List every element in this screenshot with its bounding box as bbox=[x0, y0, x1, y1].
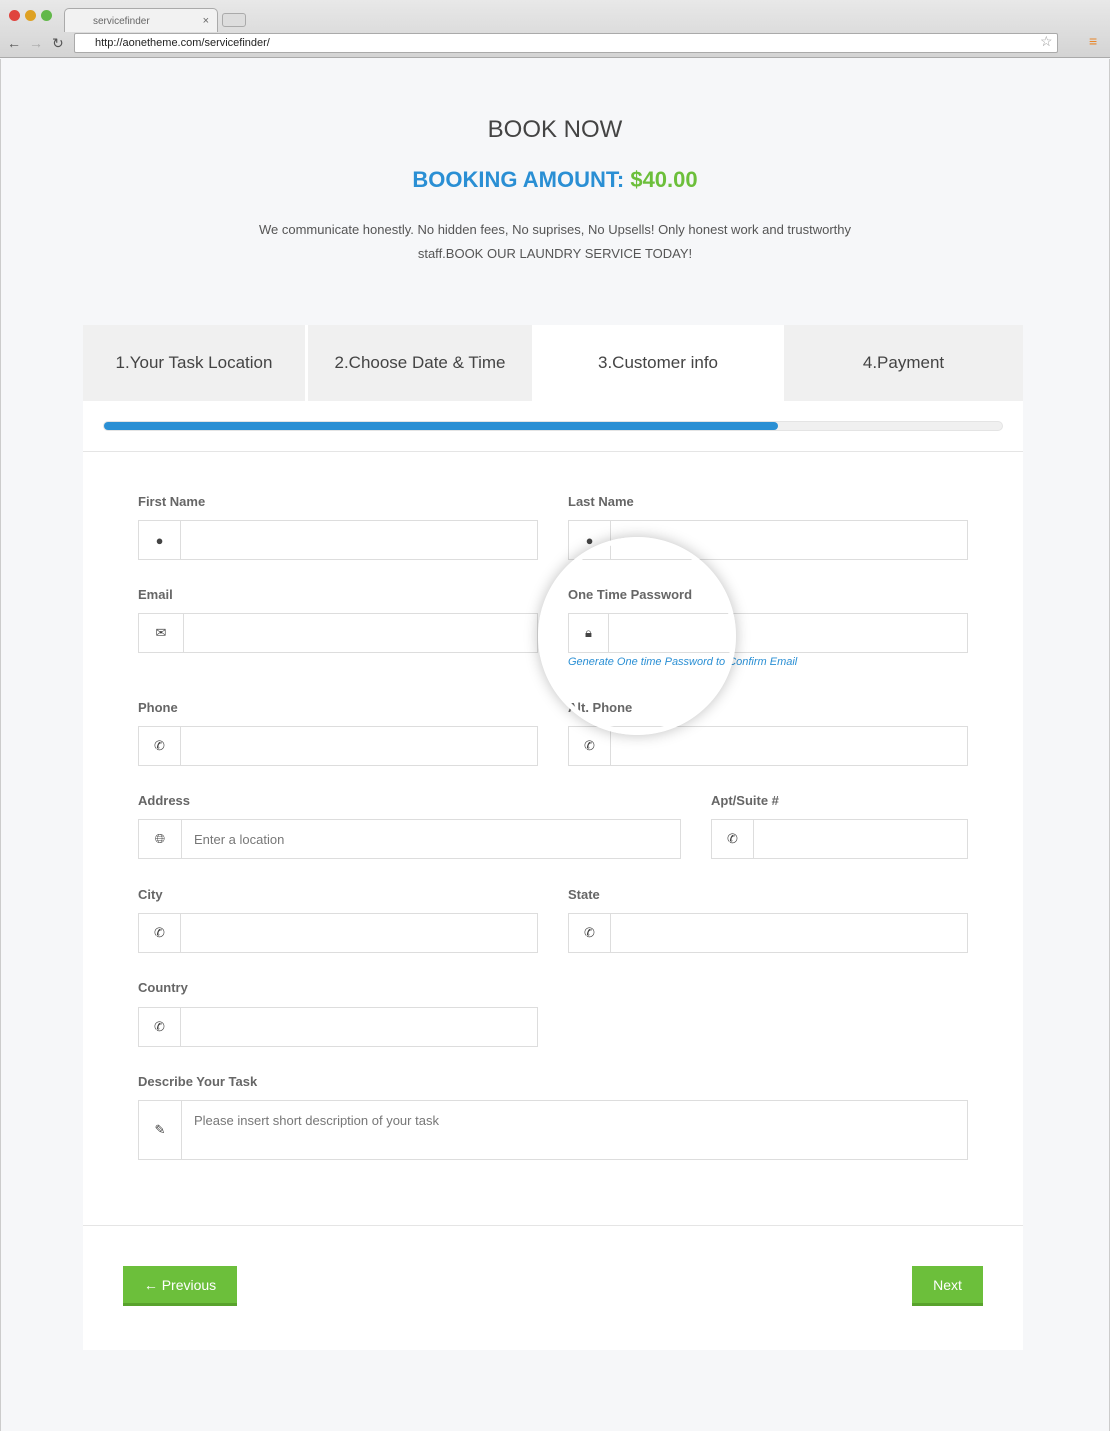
back-icon[interactable]: ← bbox=[7, 35, 21, 51]
phone-label: Phone bbox=[138, 700, 178, 715]
address-bar[interactable]: http://aonetheme.com/servicefinder/ bbox=[74, 33, 1058, 53]
phone-input[interactable]: ✆ bbox=[138, 726, 538, 766]
email-input[interactable]: ✉ bbox=[138, 613, 538, 653]
description: We communicate honestly. No hidden fees,… bbox=[258, 222, 851, 261]
state-label: State bbox=[568, 887, 600, 902]
minimize-window-icon[interactable] bbox=[25, 10, 36, 21]
state-input[interactable]: ✆ bbox=[568, 913, 968, 953]
phone-icon: ✆ bbox=[569, 914, 611, 952]
close-window-icon[interactable] bbox=[9, 10, 20, 21]
tab-date-time[interactable]: 2.Choose Date & Time bbox=[308, 325, 535, 401]
reload-icon[interactable]: ↻ bbox=[52, 35, 64, 51]
phone-icon: ✆ bbox=[139, 1008, 181, 1046]
country-input[interactable]: ✆ bbox=[138, 1007, 538, 1047]
email-label: Email bbox=[138, 587, 173, 602]
amount-value: $40.00 bbox=[630, 167, 698, 192]
previous-button[interactable]: ← Previous bbox=[123, 1266, 237, 1306]
user-icon: ● bbox=[139, 521, 181, 559]
menu-icon[interactable]: ≡ bbox=[1089, 33, 1098, 49]
tab-task-location[interactable]: 1.Your Task Location bbox=[83, 325, 308, 401]
apt-label: Apt/Suite # bbox=[711, 793, 779, 808]
progress-fill bbox=[104, 422, 778, 430]
amount-label: BOOKING AMOUNT: bbox=[412, 167, 625, 192]
alt-phone-input[interactable]: ✆ bbox=[568, 726, 968, 766]
tab-title: servicefinder bbox=[93, 16, 150, 27]
forward-icon[interactable]: → bbox=[29, 35, 43, 51]
first-name-input[interactable]: ● bbox=[138, 520, 538, 560]
address-input[interactable]: 🌐︎ Enter a location bbox=[138, 819, 681, 859]
arrow-left-icon: ← bbox=[143, 1276, 162, 1293]
magnifier-overlay bbox=[538, 537, 736, 735]
maximize-window-icon[interactable] bbox=[41, 10, 52, 21]
address-placeholder: Enter a location bbox=[194, 831, 285, 847]
next-button[interactable]: Next bbox=[912, 1266, 983, 1306]
page-title: BOOK NOW bbox=[487, 116, 623, 143]
apt-input[interactable]: ✆ bbox=[711, 819, 968, 859]
booking-amount: BOOKING AMOUNT: $40.00 bbox=[0, 167, 1110, 193]
last-name-label: Last Name bbox=[568, 494, 634, 509]
city-input[interactable]: ✆ bbox=[138, 913, 538, 953]
task-placeholder: Please insert short description of your … bbox=[194, 1113, 439, 1128]
divider bbox=[83, 451, 1023, 452]
browser-tab[interactable]: servicefinder × bbox=[64, 8, 218, 32]
globe-icon: 🌐︎ bbox=[139, 820, 182, 858]
close-tab-icon[interactable]: × bbox=[202, 15, 209, 27]
country-label: Country bbox=[138, 980, 188, 995]
phone-icon: ✆ bbox=[139, 727, 181, 765]
browser-chrome: servicefinder × ← → ↻ http://aonetheme.co… bbox=[0, 0, 1110, 58]
phone-icon: ✆ bbox=[712, 820, 754, 858]
phone-icon: ✆ bbox=[569, 727, 611, 765]
tab-payment[interactable]: 4.Payment bbox=[862, 353, 945, 372]
task-label: Describe Your Task bbox=[138, 1074, 258, 1089]
divider bbox=[83, 1225, 1023, 1226]
task-textarea[interactable]: ✎ Please insert short description of your… bbox=[138, 1100, 968, 1160]
phone-icon: ✆ bbox=[139, 914, 181, 952]
star-icon[interactable]: ☆ bbox=[1040, 33, 1053, 49]
previous-label: Previous bbox=[161, 1276, 217, 1293]
progress-bar bbox=[103, 421, 1003, 431]
pencil-icon: ✎ bbox=[139, 1101, 182, 1159]
new-tab-button[interactable] bbox=[222, 13, 246, 27]
envelope-icon: ✉ bbox=[139, 614, 184, 652]
tab-customer-info[interactable]: 3.Customer info bbox=[535, 325, 784, 401]
first-name-label: First Name bbox=[138, 494, 206, 509]
step-tabs: 1.Your Task Location 2.Choose Date & Tim… bbox=[83, 325, 1023, 401]
address-label: Address bbox=[138, 793, 191, 808]
city-label: City bbox=[138, 887, 163, 902]
